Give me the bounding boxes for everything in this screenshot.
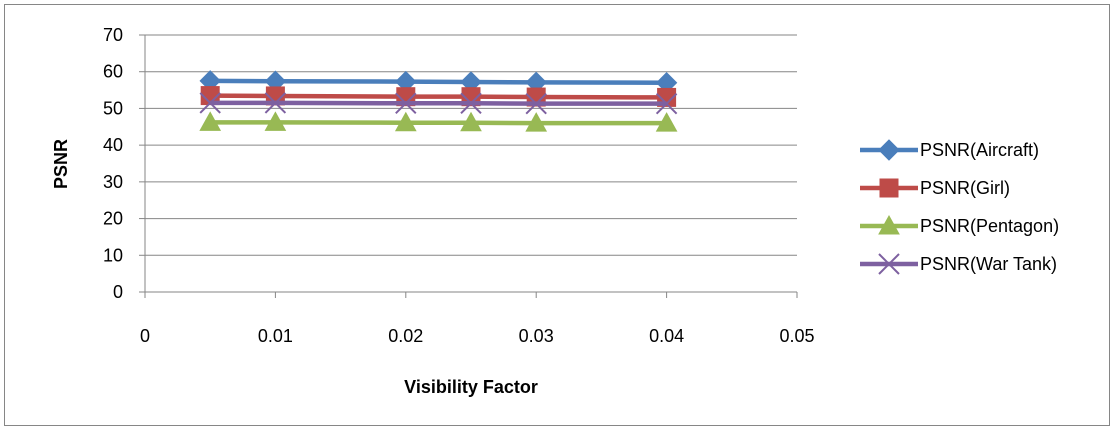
marker-stroke: [878, 253, 900, 275]
data-point: [199, 92, 221, 114]
legend-entry: PSNR(Aircraft): [860, 139, 1039, 161]
y-tick-label: 10: [103, 245, 123, 265]
legend-marker: [878, 139, 900, 161]
x-tick-label: 0.01: [258, 326, 293, 346]
chart-frame: [4, 4, 1110, 426]
marker-stroke: [460, 92, 482, 114]
series-2: [199, 111, 678, 132]
data-point: [199, 111, 222, 131]
marker-stroke: [395, 92, 417, 114]
gridlines: [145, 34, 797, 256]
data-point: [655, 112, 678, 132]
marker-stroke: [199, 92, 221, 114]
series-line: [210, 120, 667, 126]
x-tick-label: 0.03: [519, 326, 554, 346]
data-point: [525, 92, 547, 115]
legend-entry: PSNR(War Tank): [860, 253, 1057, 275]
legend-label: PSNR(Aircraft): [920, 140, 1039, 160]
marker-stroke: [264, 92, 287, 114]
data-point: [264, 111, 287, 131]
data-point: [394, 111, 417, 132]
series-1: [200, 86, 677, 107]
y-tick-label: 50: [103, 98, 123, 118]
y-tick-label: 70: [103, 25, 123, 45]
legend-entry: PSNR(Pentagon): [860, 214, 1059, 236]
legend-entry: PSNR(Girl): [860, 178, 1010, 198]
legend-label: PSNR(Pentagon): [920, 216, 1059, 236]
legend-marker: [878, 214, 900, 235]
y-tick-label: 20: [103, 209, 123, 229]
x-tick-label: 0.05: [779, 326, 814, 346]
data-point: [460, 92, 482, 114]
marker-stroke: [655, 92, 678, 115]
legend: PSNR(Aircraft) PSNR(Girl) PSNR(Pentagon) PS…: [860, 139, 1059, 275]
y-tick-label: 40: [103, 135, 123, 155]
x-tick-label: 0.02: [388, 326, 423, 346]
legend-label: PSNR(War Tank): [920, 254, 1057, 274]
y-tick-label: 30: [103, 172, 123, 192]
x-tick-label: 0.04: [649, 326, 684, 346]
y-tick-label: 60: [103, 62, 123, 82]
data-point: [460, 111, 482, 132]
series-layer: [199, 70, 678, 132]
series-0: [199, 70, 678, 94]
data-point: [655, 92, 678, 115]
axes: [139, 34, 798, 298]
data-point: [395, 92, 417, 114]
data-point: [525, 112, 548, 132]
y-axis-title: PSNR: [51, 139, 71, 189]
legend-label: PSNR(Girl): [920, 178, 1010, 198]
series-line: [210, 100, 667, 106]
data-point: [264, 92, 287, 114]
series-line: [210, 78, 667, 85]
marker-stroke: [525, 92, 547, 115]
series-line: [210, 93, 667, 100]
x-axis-title: Visibility Factor: [404, 377, 538, 397]
legend-marker: [878, 253, 900, 275]
y-tick-label: 0: [113, 282, 123, 302]
series-3: [199, 92, 678, 115]
tick-labels: 0 10 20 30 40 50 60 70 0 0.01 0.02 0.03 0.04 0.05: [103, 25, 815, 346]
legend-marker: [879, 178, 899, 198]
x-tick-label: 0: [140, 326, 150, 346]
